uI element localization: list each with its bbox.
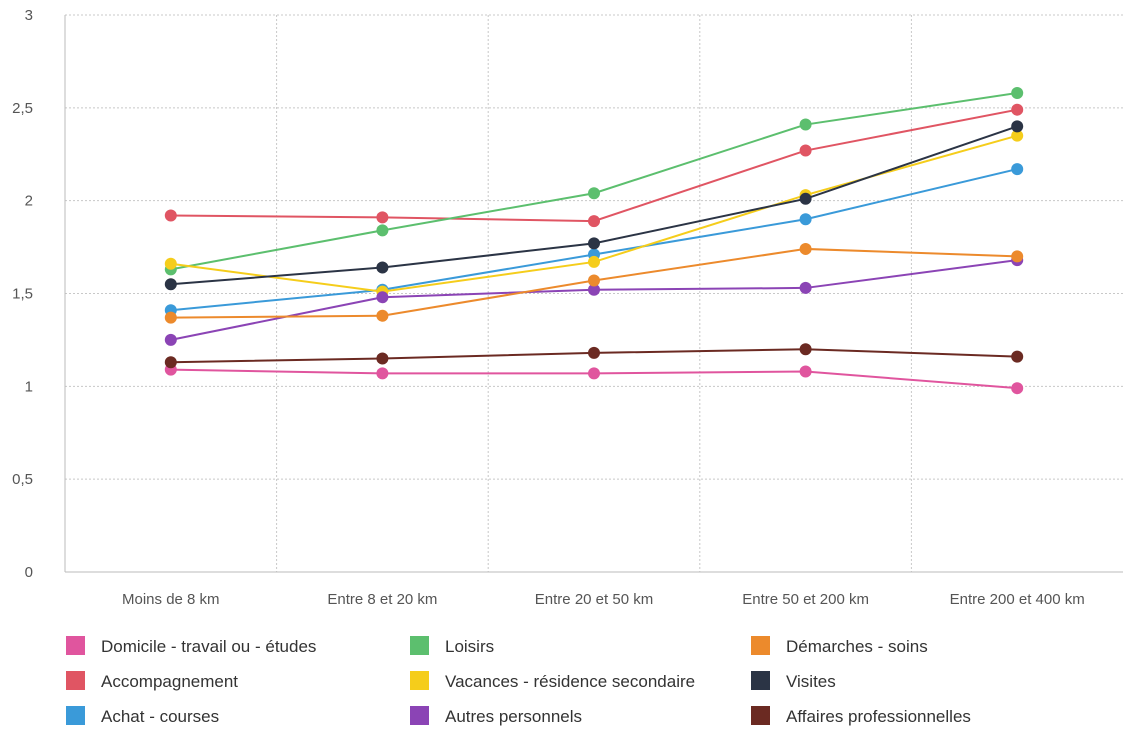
x-tick-label: Moins de 8 km <box>122 591 220 608</box>
legend-label: Visites <box>786 672 836 691</box>
legend-swatch <box>66 671 85 690</box>
legend-label: Achat - courses <box>101 707 219 726</box>
series-6 <box>164 242 1024 324</box>
data-point[interactable] <box>588 187 600 200</box>
series-4 <box>164 129 1024 298</box>
data-point[interactable] <box>1011 250 1024 263</box>
y-tick-label: 2,5 <box>12 100 33 117</box>
data-point[interactable] <box>588 283 600 296</box>
y-tick-label: 1,5 <box>12 286 33 303</box>
data-point[interactable] <box>164 278 177 291</box>
legend-swatch <box>751 636 770 655</box>
legend-item[interactable]: Affaires professionnelles <box>751 706 971 726</box>
legend-item[interactable]: Accompagnement <box>66 671 238 691</box>
data-point[interactable] <box>1011 163 1024 176</box>
legend-swatch <box>751 671 770 690</box>
data-point[interactable] <box>799 343 812 356</box>
data-point[interactable] <box>1011 120 1024 133</box>
legend-label: Accompagnement <box>101 672 238 691</box>
data-point[interactable] <box>1011 382 1024 395</box>
legend-item[interactable]: Démarches - soins <box>751 636 928 656</box>
data-point[interactable] <box>376 261 389 274</box>
x-tick-label: Entre 50 et 200 km <box>742 591 869 608</box>
legend-label: Domicile - travail ou - études <box>101 637 316 656</box>
legend-label: Autres personnels <box>445 707 582 726</box>
data-point[interactable] <box>376 367 389 380</box>
legend: Domicile - travail ou - études Loisirs Dém… <box>66 636 971 726</box>
data-point[interactable] <box>376 352 389 365</box>
series-lines <box>164 86 1024 395</box>
legend-item[interactable]: Autres personnels <box>410 706 582 726</box>
x-tick-label: Entre 8 et 20 km <box>327 591 437 608</box>
y-tick-label: 0,5 <box>12 471 33 488</box>
legend-label: Affaires professionnelles <box>786 707 971 726</box>
series-line <box>170 108 1018 223</box>
data-point[interactable] <box>588 274 600 287</box>
series-line <box>170 134 1018 293</box>
x-tick-label: Entre 200 et 400 km <box>950 591 1085 608</box>
data-point[interactable] <box>799 281 812 294</box>
legend-label: Vacances - résidence secondaire <box>445 672 695 691</box>
data-point[interactable] <box>799 365 812 378</box>
series-7 <box>164 120 1024 291</box>
data-point[interactable] <box>164 311 177 324</box>
data-point[interactable] <box>164 333 177 346</box>
data-point[interactable] <box>588 367 600 380</box>
data-point[interactable] <box>588 255 600 268</box>
x-tick-label: Entre 20 et 50 km <box>535 591 653 608</box>
legend-swatch <box>66 706 85 725</box>
y-tick-label: 2 <box>25 193 33 210</box>
data-point[interactable] <box>164 257 177 270</box>
data-point[interactable] <box>164 209 177 222</box>
y-tick-label: 3 <box>25 7 33 24</box>
data-point[interactable] <box>1011 86 1024 99</box>
data-point[interactable] <box>799 242 812 255</box>
legend-label: Loisirs <box>445 637 494 656</box>
data-point[interactable] <box>799 192 812 205</box>
series-8 <box>164 343 1024 369</box>
y-tick-label: 1 <box>25 378 33 395</box>
data-point[interactable] <box>376 211 389 224</box>
data-point[interactable] <box>588 346 600 359</box>
legend-swatch <box>751 706 770 725</box>
data-point[interactable] <box>1011 350 1024 363</box>
data-point[interactable] <box>799 144 812 157</box>
axes: 0 0,5 1 1,5 2 2,5 3 Moins de 8 km Entre 8 et 20 … <box>12 7 1123 608</box>
legend-item[interactable]: Loisirs <box>410 636 494 656</box>
series-0 <box>164 363 1024 395</box>
data-point[interactable] <box>1011 129 1024 142</box>
data-point[interactable] <box>588 237 600 250</box>
legend-item[interactable]: Domicile - travail ou - études <box>66 636 316 656</box>
legend-swatch <box>410 636 429 655</box>
data-point[interactable] <box>376 224 389 237</box>
data-point[interactable] <box>588 215 600 228</box>
legend-item[interactable]: Vacances - résidence secondaire <box>410 671 695 691</box>
data-point[interactable] <box>1011 103 1024 116</box>
data-point[interactable] <box>799 213 812 226</box>
data-point[interactable] <box>376 291 389 304</box>
legend-label: Démarches - soins <box>786 637 928 656</box>
data-point[interactable] <box>376 309 389 322</box>
legend-swatch <box>66 636 85 655</box>
legend-item[interactable]: Visites <box>751 671 836 691</box>
legend-swatch <box>410 671 429 690</box>
legend-swatch <box>410 706 429 725</box>
data-point[interactable] <box>164 356 177 369</box>
legend-item[interactable]: Achat - courses <box>66 706 219 726</box>
data-point[interactable] <box>799 118 812 131</box>
y-tick-label: 0 <box>25 564 33 581</box>
series-line <box>170 259 1018 341</box>
grid <box>65 14 1123 572</box>
series-1 <box>164 103 1024 228</box>
